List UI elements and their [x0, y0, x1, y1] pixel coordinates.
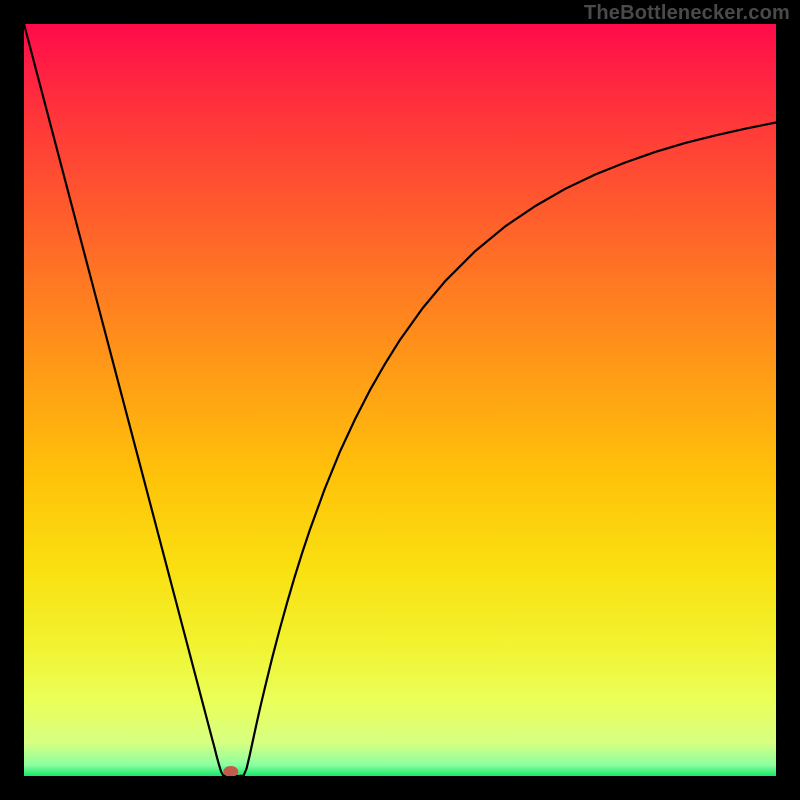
optimal-marker [223, 766, 238, 777]
bottleneck-chart [0, 0, 800, 800]
plot-background [24, 24, 776, 776]
chart-container: TheBottlenecker.com [0, 0, 800, 800]
watermark-text: TheBottlenecker.com [584, 2, 790, 25]
